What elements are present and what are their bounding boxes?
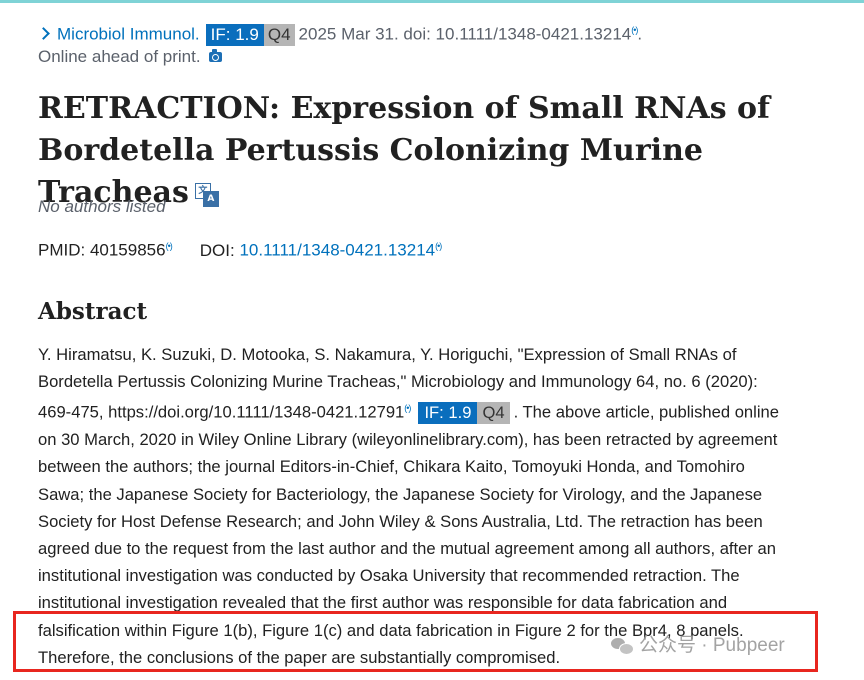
abstract-body: Y. Hiramatsu, K. Suzuki, D. Motooka, S. … (38, 341, 854, 671)
abstract-line: institutional investigation revealed tha… (38, 593, 728, 613)
doi-speaker-icon[interactable]: (•) (435, 241, 442, 251)
doi-label: DOI: (199, 240, 235, 260)
abstract-speaker-icon[interactable]: (•) (404, 403, 411, 414)
citation-trailing: . (637, 24, 643, 44)
camera-icon[interactable] (208, 49, 222, 62)
abstract-line: Bordetella Pertussis Colonizing Murine T… (38, 372, 758, 392)
abstract-line: Therefore, the conclusions of the paper … (38, 647, 561, 667)
abstract-line: 469-475, https://doi.org/10.1111/1348-04… (38, 395, 854, 426)
abstract-line: on 30 March, 2020 in Wiley Online Librar… (38, 430, 778, 450)
red-highlight-box (13, 611, 818, 672)
abstract-line: Society for Host Defense Research; and J… (38, 511, 763, 531)
abstract-quartile-badge: Q4 (477, 401, 510, 424)
article-title: RETRACTION: Expression of Small RNAs of … (38, 88, 838, 214)
abstract-line: Sawa; the Japanese Society for Bacteriol… (38, 484, 763, 504)
watermark-text: 公众号 · Pubpeer (639, 635, 785, 656)
top-accent-bar (0, 0, 864, 3)
publication-status: Online ahead of print. (38, 46, 222, 68)
wechat-icon (611, 637, 634, 655)
abstract-line: between the authors; the journal Editors… (38, 457, 745, 477)
citation-date-doi: 2025 Mar 31. doi: 10.1111/1348-0421.1321… (298, 24, 632, 44)
status-text: Online ahead of print. (38, 47, 201, 66)
authors-line: No authors listed (38, 197, 166, 216)
citation-line: Microbiol Immunol. IF: 1.9 Q4 2025 Mar 31. … (37, 19, 643, 46)
pmid-speaker-icon[interactable]: (•) (165, 241, 173, 251)
abstract-line: Y. Hiramatsu, K. Suzuki, D. Motooka, S. … (38, 345, 737, 364)
pmid: PMID: 40159856 (38, 240, 166, 260)
watermark: 公众号 · Pubpeer (611, 634, 785, 658)
abstract-line-tail: . The above article, published online (513, 402, 779, 422)
article-title-text: RETRACTION: Expression of Small RNAs of … (38, 91, 770, 210)
identifiers-line: PMID: 40159856(•) DOI: 10.1111/1348-0421.… (38, 235, 442, 262)
translate-icon[interactable]: 文A (194, 183, 219, 207)
abstract-line: falsification within Figure 1(b), Figure… (38, 620, 744, 640)
speaker-icon[interactable]: (•) (631, 25, 638, 35)
quartile-badge: Q4 (263, 23, 295, 46)
abstract-heading: Abstract (38, 298, 148, 325)
abstract-impact-factor-badge: IF: 1.9 (418, 401, 478, 424)
journal-link[interactable]: Microbiol Immunol. (57, 24, 200, 44)
abstract-line-text: 469-475, https://doi.org/10.1111/1348-04… (38, 402, 405, 422)
chevron-right-icon[interactable] (37, 26, 50, 40)
abstract-line: agreed due to the request from the last … (38, 538, 776, 558)
impact-factor-badge: IF: 1.9 (205, 23, 264, 46)
doi-link[interactable]: 10.1111/1348-0421.13214 (239, 240, 436, 260)
abstract-line: institutional investigation was conducte… (38, 566, 740, 586)
